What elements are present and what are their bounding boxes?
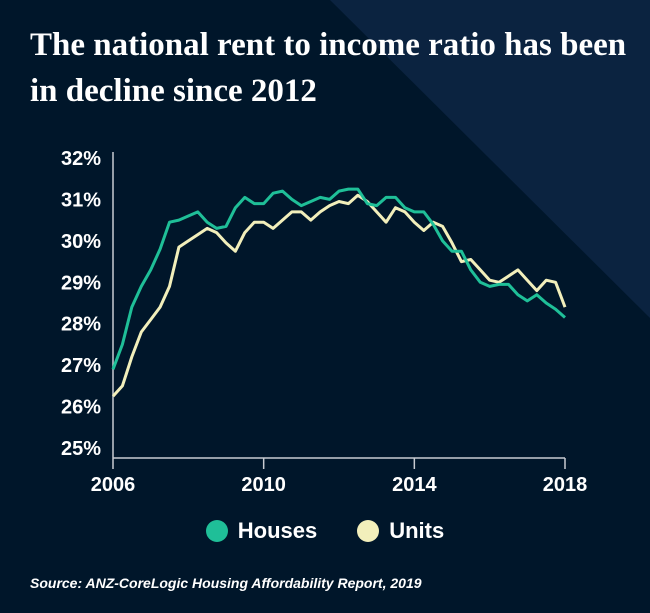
x-tick-label: 2014 [392, 474, 437, 496]
units-swatch-icon [357, 520, 380, 542]
series-line-units [111, 193, 567, 398]
legend-item-houses: Houses [205, 518, 318, 544]
legend-label-houses: Houses [237, 518, 318, 543]
x-tick-label: 2010 [241, 474, 286, 496]
y-tick-label: 31% [61, 189, 101, 211]
x-tick-label: 2018 [543, 474, 588, 496]
chart-title: The national rent to income ratio has be… [30, 27, 627, 109]
houses-swatch-icon [205, 520, 228, 542]
y-tick-label: 28% [61, 314, 101, 336]
y-tick-label: 26% [61, 397, 101, 419]
source-note: Source: ANZ-CoreLogic Housing Affordabil… [30, 575, 422, 591]
y-tick-label: 25% [61, 438, 101, 460]
background-accent-triangle [330, 0, 650, 318]
y-tick-label: 32% [61, 148, 101, 170]
y-tick-label: 27% [61, 355, 101, 377]
series-line-houses [111, 187, 566, 370]
legend-item-units: Units [357, 518, 444, 544]
x-tick-label: 2006 [91, 474, 136, 496]
y-tick-label: 30% [61, 231, 101, 253]
legend-label-units: Units [389, 518, 445, 543]
y-tick-label: 29% [61, 272, 101, 294]
legend: Houses Units [0, 518, 650, 544]
